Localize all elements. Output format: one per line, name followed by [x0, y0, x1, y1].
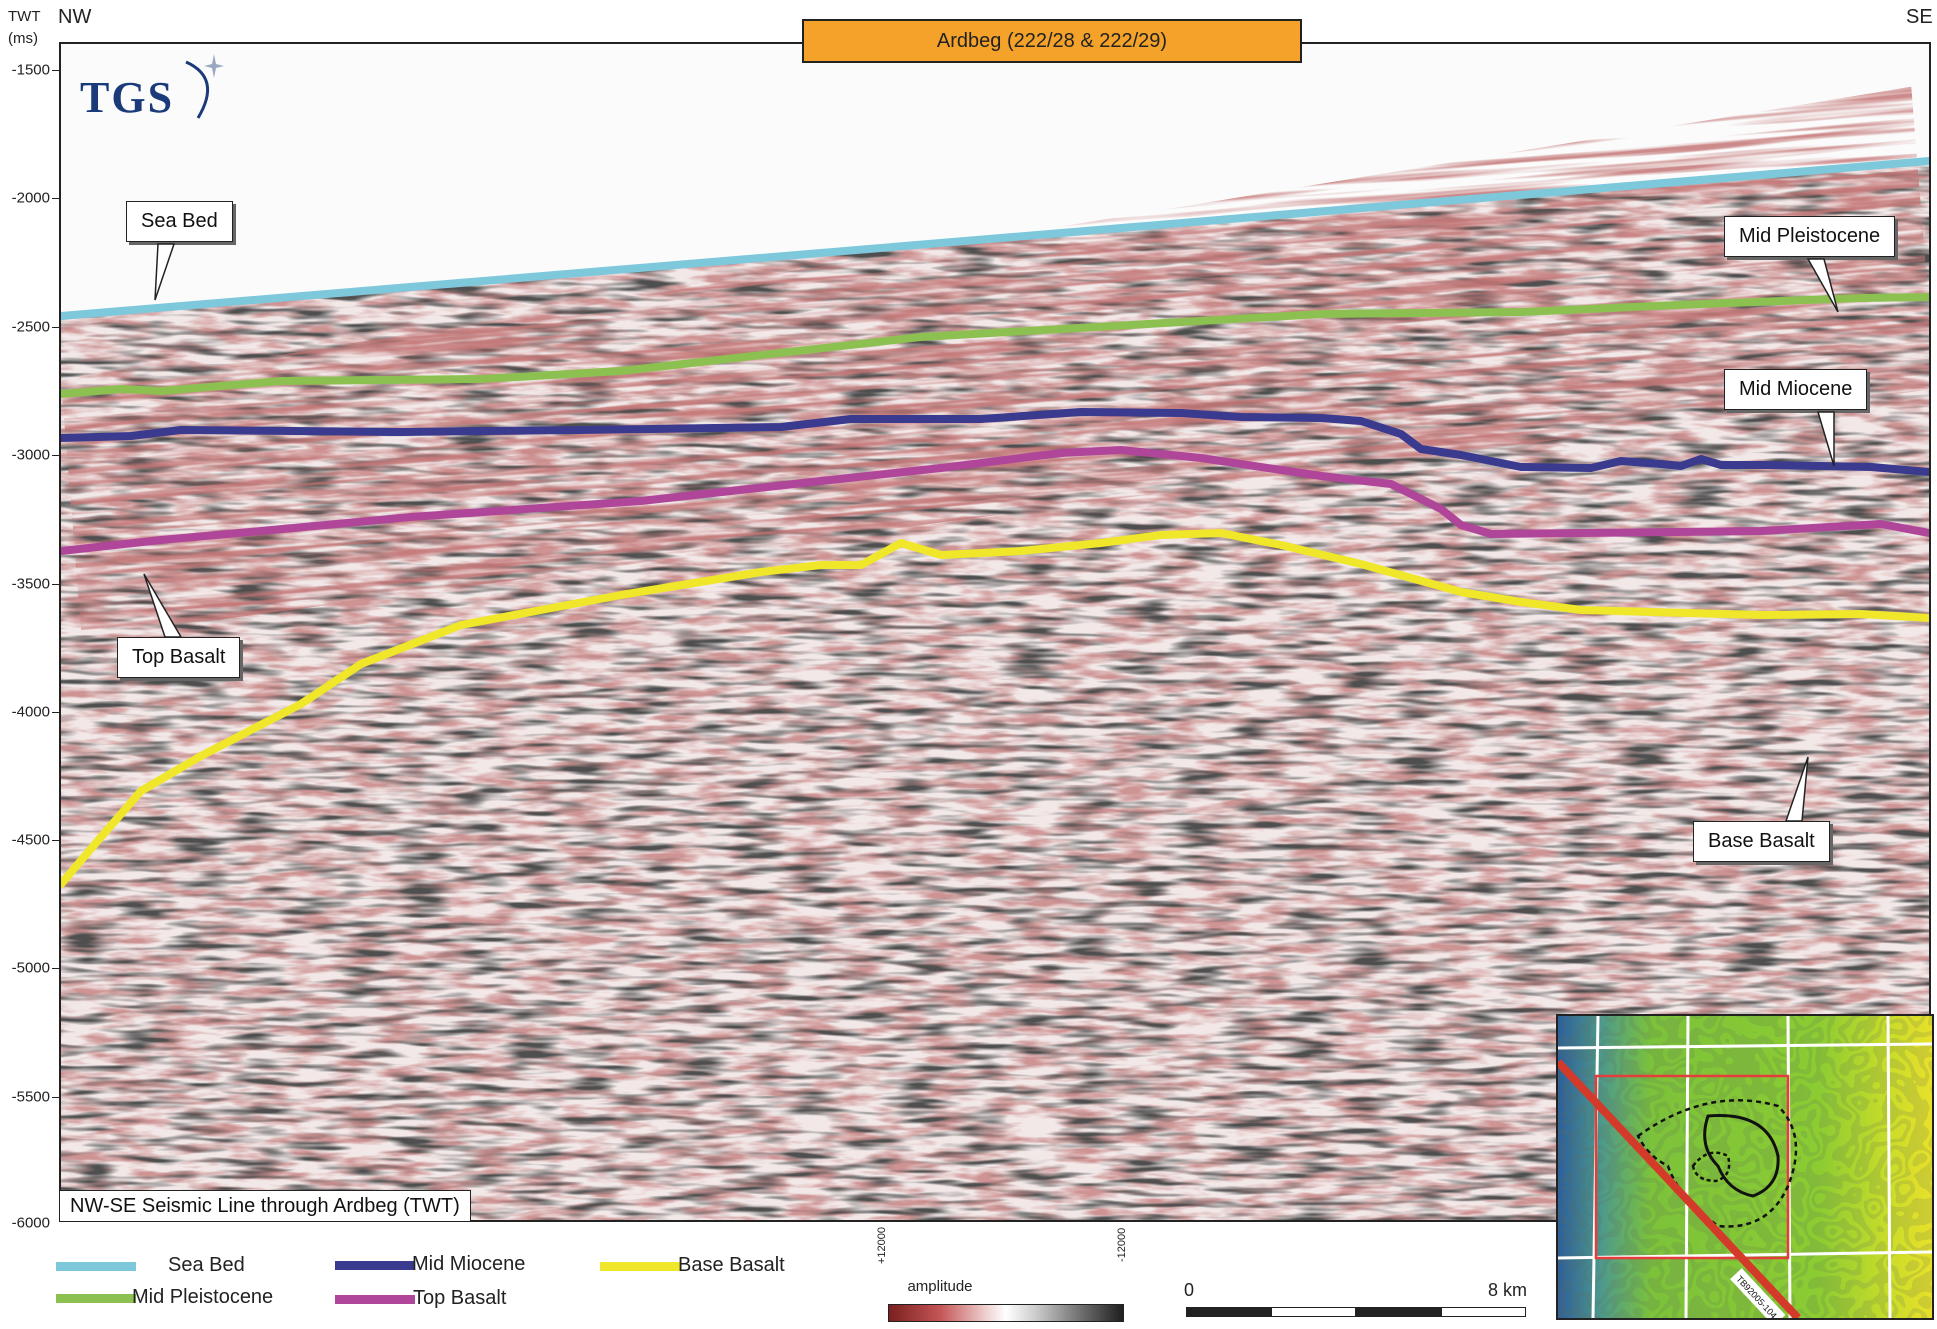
y-tick-mark — [52, 327, 60, 328]
amplitude-max-label: +12000 — [876, 1226, 888, 1264]
amplitude-gradient — [888, 1304, 1124, 1322]
y-tick-label: -3500 — [11, 575, 50, 593]
y-axis-units: (ms) — [8, 30, 38, 47]
legend-label-sea-bed: Sea Bed — [168, 1254, 245, 1276]
legend-label-top-basalt: Top Basalt — [413, 1287, 507, 1309]
tgs-logo-swoosh-icon — [185, 54, 224, 119]
callout-base-basalt: Base Basalt — [1693, 821, 1830, 862]
y-tick-label: -2000 — [11, 189, 50, 207]
scale-segment — [1271, 1307, 1356, 1317]
y-tick-mark — [52, 198, 60, 199]
legend-label-mid-miocene: Mid Miocene — [412, 1253, 526, 1275]
direction-nw: NW — [58, 6, 92, 28]
scale-end-label: 8 km — [1488, 1280, 1528, 1300]
legend-label-mid-pleistocene: Mid Pleistocene — [132, 1286, 274, 1308]
legend-swatch-mid-miocene — [335, 1261, 415, 1270]
direction-se: SE — [1906, 6, 1933, 28]
y-tick-mark — [52, 712, 60, 713]
amplitude-min-label: -12000 — [1116, 1227, 1128, 1262]
y-tick-label: -2500 — [11, 318, 50, 336]
horizon-lines — [61, 157, 1929, 888]
y-tick-label: -5500 — [11, 1088, 50, 1106]
y-axis-label: TWT — [8, 8, 41, 25]
horizon-mid-miocene — [61, 408, 1929, 476]
y-tick-mark — [52, 455, 60, 456]
y-tick-mark — [52, 968, 60, 969]
legend-label-base-basalt: Base Basalt — [678, 1254, 785, 1276]
y-tick-label: -4000 — [11, 703, 50, 721]
title-box: Ardbeg (222/28 & 222/29) — [802, 19, 1302, 63]
horizon-base-basalt — [61, 529, 1929, 888]
amplitude-label: amplitude — [907, 1278, 973, 1295]
scale-bar — [1186, 1307, 1526, 1317]
y-tick-mark — [52, 840, 60, 841]
seismic-image — [61, 44, 1929, 1220]
scale-segment — [1186, 1307, 1271, 1317]
scale-segment — [1441, 1307, 1526, 1317]
horizon-top-basalt — [61, 446, 1929, 555]
callout-sea-bed: Sea Bed — [126, 201, 233, 242]
legend-swatch-sea-bed — [56, 1262, 136, 1271]
legend-swatch-mid-pleistocene — [56, 1294, 136, 1303]
horizon-sea-bed — [61, 157, 1929, 320]
inset-location-map: TB92005-104 — [1556, 1014, 1934, 1320]
y-tick-label: -1500 — [11, 61, 50, 79]
callout-mid-pleistocene: Mid Pleistocene — [1724, 216, 1896, 257]
tgs-logo: TGS — [80, 73, 175, 122]
y-tick-label: -6000 — [11, 1214, 50, 1232]
legend-swatch-base-basalt — [600, 1262, 680, 1271]
inset-map-image: TB92005-104 — [1558, 1016, 1932, 1318]
y-tick-label: -3000 — [11, 446, 50, 464]
callout-top-basalt: Top Basalt — [117, 637, 241, 678]
callout-mid-miocene: Mid Miocene — [1724, 369, 1868, 410]
section-caption: NW-SE Seismic Line through Ardbeg (TWT) — [59, 1190, 471, 1222]
scale-start-label: 0 — [1184, 1280, 1195, 1300]
y-tick-mark — [52, 584, 60, 585]
y-tick-mark — [52, 70, 60, 71]
scale-segment — [1356, 1307, 1441, 1317]
legend-swatch-top-basalt — [335, 1295, 415, 1304]
y-tick-label: -5000 — [11, 959, 50, 977]
y-tick-mark — [52, 1097, 60, 1098]
horizon-mid-pleistocene — [61, 293, 1929, 398]
y-tick-label: -4500 — [11, 831, 50, 849]
